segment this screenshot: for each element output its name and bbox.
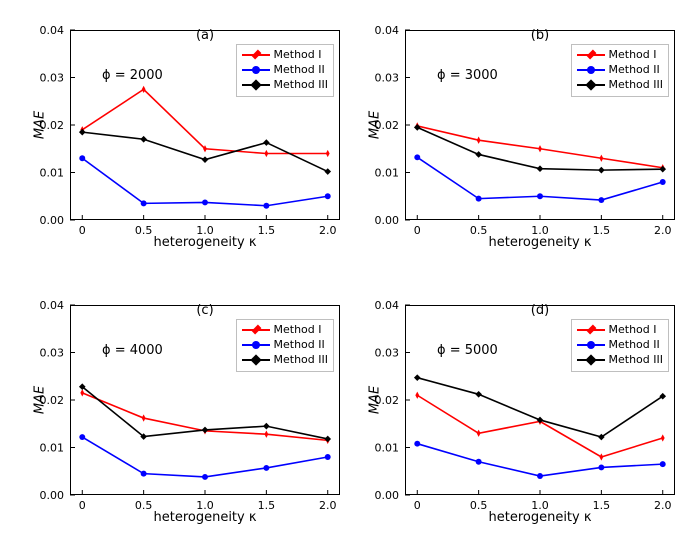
legend-item: Method II [242, 338, 328, 353]
legend-label: Method III [274, 353, 328, 368]
legend-item: Method II [242, 63, 328, 78]
svg-text:0.03: 0.03 [40, 72, 65, 85]
panel-a: 00.51.01.52.00.000.010.020.030.04(a)MAEh… [70, 30, 340, 220]
panel-d: 00.51.01.52.00.000.010.020.030.04(d)MAEh… [405, 305, 675, 495]
legend-label: Method I [609, 48, 657, 63]
method1-swatch-icon [242, 325, 270, 335]
phi-annotation: ϕ = 3000 [437, 68, 498, 83]
y-axis-label: MAE [33, 386, 48, 414]
x-axis-label: heterogeneity κ [70, 235, 340, 250]
legend-item: Method I [242, 323, 328, 338]
legend-label: Method II [274, 63, 325, 78]
phi-annotation: ϕ = 5000 [437, 343, 498, 358]
legend: Method IMethod IIMethod III [236, 319, 334, 372]
svg-text:0.01: 0.01 [375, 442, 400, 455]
panel-title: (a) [70, 28, 340, 43]
x-axis-label: heterogeneity κ [405, 510, 675, 525]
svg-text:0.01: 0.01 [40, 442, 65, 455]
phi-annotation: ϕ = 2000 [102, 68, 163, 83]
svg-text:0.04: 0.04 [375, 299, 400, 312]
svg-text:0.04: 0.04 [375, 24, 400, 37]
panel-title: (d) [405, 303, 675, 318]
svg-text:0.03: 0.03 [375, 347, 400, 360]
svg-text:0.00: 0.00 [375, 489, 400, 502]
legend-item: Method II [577, 63, 663, 78]
legend: Method IMethod IIMethod III [571, 44, 669, 97]
method1-swatch-icon [577, 50, 605, 60]
legend-item: Method I [242, 48, 328, 63]
legend-label: Method I [274, 48, 322, 63]
figure-grid: 00.51.01.52.00.000.010.020.030.04(a)MAEh… [10, 10, 675, 535]
legend: Method IMethod IIMethod III [236, 44, 334, 97]
svg-text:0.01: 0.01 [375, 167, 400, 180]
method3-swatch-icon [577, 80, 605, 90]
legend-label: Method III [274, 78, 328, 93]
legend-item: Method III [577, 78, 663, 93]
legend-item: Method III [242, 78, 328, 93]
panel-title: (b) [405, 28, 675, 43]
panel-b: 00.51.01.52.00.000.010.020.030.04(b)MAEh… [405, 30, 675, 220]
legend-item: Method III [577, 353, 663, 368]
method3-swatch-icon [242, 355, 270, 365]
legend-label: Method II [274, 338, 325, 353]
svg-text:0.03: 0.03 [375, 72, 400, 85]
legend-label: Method III [609, 353, 663, 368]
legend-item: Method I [577, 48, 663, 63]
svg-text:0.04: 0.04 [40, 299, 65, 312]
svg-text:0.00: 0.00 [375, 214, 400, 227]
x-axis-label: heterogeneity κ [70, 510, 340, 525]
y-axis-label: MAE [33, 111, 48, 139]
legend-item: Method I [577, 323, 663, 338]
legend: Method IMethod IIMethod III [571, 319, 669, 372]
method3-swatch-icon [577, 355, 605, 365]
legend-item: Method III [242, 353, 328, 368]
method2-swatch-icon [577, 65, 605, 75]
method1-swatch-icon [577, 325, 605, 335]
legend-item: Method II [577, 338, 663, 353]
svg-text:0.00: 0.00 [40, 489, 65, 502]
svg-text:0.03: 0.03 [40, 347, 65, 360]
svg-text:0.04: 0.04 [40, 24, 65, 37]
svg-text:0.01: 0.01 [40, 167, 65, 180]
legend-label: Method III [609, 78, 663, 93]
method1-swatch-icon [242, 50, 270, 60]
legend-label: Method II [609, 338, 660, 353]
method2-swatch-icon [242, 340, 270, 350]
method2-swatch-icon [577, 340, 605, 350]
x-axis-label: heterogeneity κ [405, 235, 675, 250]
phi-annotation: ϕ = 4000 [102, 343, 163, 358]
method2-swatch-icon [242, 65, 270, 75]
svg-text:0.00: 0.00 [40, 214, 65, 227]
y-axis-label: MAE [368, 386, 383, 414]
y-axis-label: MAE [368, 111, 383, 139]
legend-label: Method I [274, 323, 322, 338]
method3-swatch-icon [242, 80, 270, 90]
legend-label: Method I [609, 323, 657, 338]
legend-label: Method II [609, 63, 660, 78]
panel-title: (c) [70, 303, 340, 318]
panel-c: 00.51.01.52.00.000.010.020.030.04(c)MAEh… [70, 305, 340, 495]
